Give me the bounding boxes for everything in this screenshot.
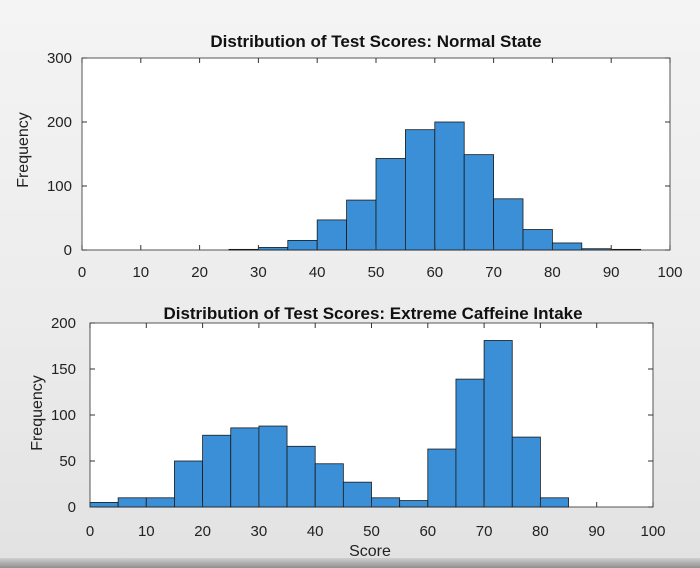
histogram-bar bbox=[316, 219, 348, 251]
histogram-bar bbox=[258, 425, 288, 508]
x-tick-label: 40 bbox=[307, 523, 324, 540]
histogram-bar bbox=[371, 497, 401, 508]
x-tick-label: 80 bbox=[532, 523, 549, 540]
x-tick-label: 0 bbox=[86, 523, 94, 540]
x-tick-label: 70 bbox=[485, 264, 502, 281]
chart-normal-state: Distribution of Test Scores: Normal Stat… bbox=[15, 32, 683, 281]
histogram-bar bbox=[342, 481, 372, 508]
x-tick-label: 30 bbox=[251, 523, 268, 540]
histogram-bar bbox=[455, 378, 485, 508]
chart-title: Distribution of Test Scores: Extreme Caf… bbox=[163, 304, 582, 323]
histogram-bar bbox=[228, 248, 259, 251]
histogram-bar bbox=[174, 460, 203, 508]
histogram-bar bbox=[230, 427, 260, 508]
x-tick-label: 70 bbox=[476, 523, 493, 540]
x-tick-label: 50 bbox=[368, 264, 385, 281]
x-tick-label: 10 bbox=[138, 523, 155, 540]
y-axis-label: Frequency bbox=[29, 375, 46, 451]
histogram-bar bbox=[434, 121, 465, 251]
histogram-bar bbox=[483, 340, 513, 508]
histogram-bar bbox=[117, 497, 147, 508]
y-tick-label: 100 bbox=[47, 178, 72, 195]
histogram-bar bbox=[610, 248, 642, 251]
x-tick-label: 60 bbox=[426, 264, 443, 281]
x-tick-label: 50 bbox=[363, 523, 380, 540]
x-tick-label: 40 bbox=[309, 264, 326, 281]
histogram-bar bbox=[540, 497, 569, 508]
histogram-bar bbox=[145, 497, 175, 508]
histogram-bar bbox=[399, 500, 429, 508]
histogram-bar bbox=[404, 129, 436, 251]
y-tick-label: 150 bbox=[51, 361, 76, 378]
monitor-bezel-edge bbox=[0, 558, 700, 568]
histogram-bar bbox=[257, 247, 289, 251]
chart-title: Distribution of Test Scores: Normal Stat… bbox=[210, 32, 541, 51]
x-tick-label: 60 bbox=[419, 523, 436, 540]
x-tick-label: 100 bbox=[640, 523, 665, 540]
histogram-bar bbox=[89, 501, 119, 508]
histogram-bar bbox=[427, 448, 457, 508]
histogram-bar bbox=[552, 242, 583, 251]
y-tick-label: 200 bbox=[51, 315, 76, 332]
x-axis-label: Score bbox=[349, 543, 391, 560]
x-tick-label: 90 bbox=[603, 264, 620, 281]
x-tick-label: 10 bbox=[132, 264, 149, 281]
x-tick-label: 20 bbox=[194, 523, 211, 540]
chart-extreme-caffeine: Distribution of Test Scores: Extreme Caf… bbox=[29, 304, 666, 560]
x-tick-label: 0 bbox=[78, 264, 86, 281]
y-tick-label: 200 bbox=[47, 114, 72, 131]
y-tick-label: 0 bbox=[64, 242, 72, 259]
y-tick-label: 100 bbox=[51, 407, 76, 424]
histogram-bar bbox=[314, 463, 344, 508]
x-tick-label: 100 bbox=[657, 264, 682, 281]
y-tick-label: 300 bbox=[47, 50, 72, 67]
histogram-bar bbox=[493, 198, 524, 251]
x-tick-label: 30 bbox=[250, 264, 267, 281]
x-tick-label: 90 bbox=[588, 523, 605, 540]
x-tick-label: 20 bbox=[191, 264, 208, 281]
histogram-bar bbox=[375, 158, 406, 251]
histogram-bar bbox=[511, 436, 541, 508]
y-tick-label: 0 bbox=[68, 499, 76, 516]
y-tick-label: 50 bbox=[59, 453, 76, 470]
histogram-bar bbox=[346, 199, 377, 251]
histogram-bar bbox=[581, 248, 612, 251]
histogram-bar bbox=[522, 229, 553, 251]
histogram-bar bbox=[286, 445, 316, 508]
x-tick-label: 80 bbox=[544, 264, 561, 281]
histogram-bar bbox=[463, 154, 495, 251]
y-axis-label: Frequency bbox=[15, 112, 32, 188]
histogram-bar bbox=[202, 434, 232, 508]
histogram-bar bbox=[287, 239, 318, 251]
